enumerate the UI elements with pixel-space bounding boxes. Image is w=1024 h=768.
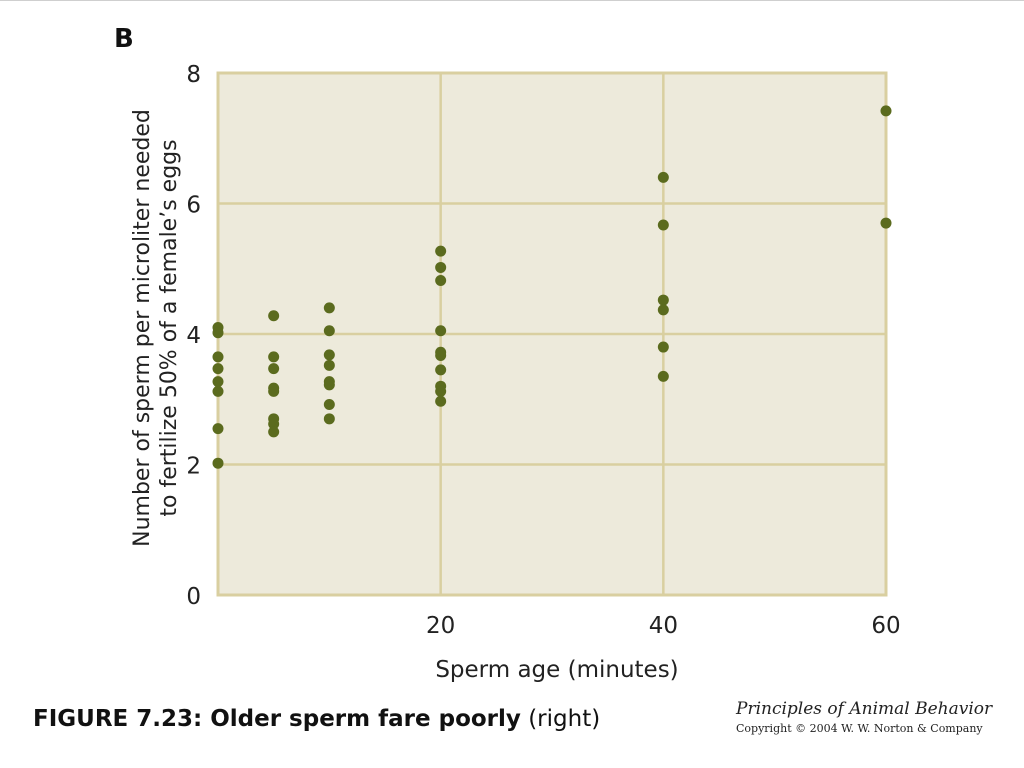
data-point	[212, 351, 224, 363]
data-point	[323, 398, 335, 410]
data-point	[323, 349, 335, 361]
data-point	[435, 385, 447, 397]
y-tick-label: 2	[186, 454, 201, 480]
data-point	[323, 359, 335, 371]
data-point	[323, 302, 335, 314]
y-axis-label-line-1: Number of sperm per microliter needed	[130, 109, 155, 547]
x-tick-label: 20	[426, 613, 455, 639]
data-point	[212, 423, 224, 435]
data-point	[212, 363, 224, 375]
panel-label: B	[114, 24, 134, 54]
scatter-chart: 0 2 4 6 8 20 40 60 Sperm age (minutes)	[186, 62, 901, 683]
y-tick-label: 6	[186, 193, 201, 219]
data-point	[323, 325, 335, 337]
y-tick-label: 8	[186, 62, 201, 88]
caption-bold: FIGURE 7.23: Older sperm fare poorly	[33, 706, 521, 732]
data-point	[435, 274, 447, 286]
data-points	[212, 105, 892, 469]
data-point	[435, 350, 447, 362]
book-title: Principles of Animal Behavior	[736, 699, 993, 719]
data-point	[212, 327, 224, 339]
data-point	[435, 364, 447, 376]
data-point	[268, 385, 280, 397]
data-point	[657, 294, 669, 306]
data-point	[880, 105, 892, 117]
data-point	[323, 379, 335, 391]
y-tick-labels: 0 2 4 6 8	[186, 62, 201, 610]
data-point	[268, 351, 280, 363]
data-point	[657, 370, 669, 382]
data-point	[268, 363, 280, 375]
data-point	[268, 426, 280, 438]
y-axis-label-line-2: to fertilize 50% of a female’s eggs	[157, 139, 182, 517]
x-tick-labels: 20 40 60	[426, 613, 901, 639]
y-axis-label: Number of sperm per microliter needed to…	[129, 68, 183, 588]
data-point	[657, 304, 669, 316]
x-axis-label: Sperm age (minutes)	[435, 657, 678, 683]
data-point	[212, 457, 224, 469]
x-tick-label: 60	[871, 613, 900, 639]
data-point	[435, 325, 447, 337]
data-point	[657, 341, 669, 353]
copyright-notice: Copyright © 2004 W. W. Norton & Company	[736, 722, 983, 735]
y-tick-label: 0	[186, 584, 201, 610]
x-tick-label: 40	[649, 613, 678, 639]
data-point	[212, 385, 224, 397]
figure-caption: FIGURE 7.23: Older sperm fare poorly (ri…	[33, 706, 600, 732]
data-point	[212, 376, 224, 388]
data-point	[435, 245, 447, 257]
data-point	[657, 219, 669, 231]
data-point	[435, 261, 447, 273]
data-point	[268, 418, 280, 430]
data-point	[268, 310, 280, 322]
y-tick-label: 4	[186, 323, 201, 349]
data-point	[323, 413, 335, 425]
caption-normal: (right)	[520, 706, 601, 732]
top-rule	[0, 0, 1024, 1]
data-point	[435, 395, 447, 407]
data-point	[657, 171, 669, 183]
data-point	[880, 217, 892, 229]
